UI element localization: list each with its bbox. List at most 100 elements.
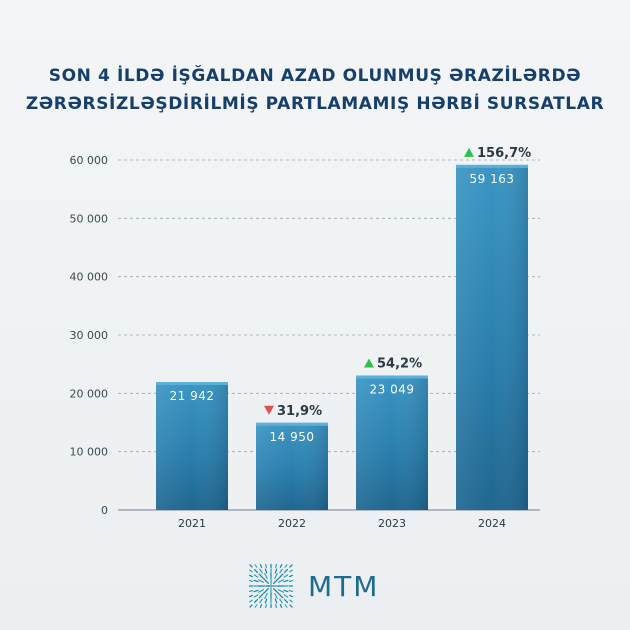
x-tick-label: 2023: [378, 517, 406, 530]
logo-stroke: [263, 588, 269, 594]
y-tick-label: 50 000: [70, 212, 109, 225]
bar-2024: [456, 164, 528, 510]
logo-stroke: [289, 599, 293, 603]
y-tick-label: 10 000: [70, 446, 109, 459]
logo-stroke: [253, 579, 259, 583]
bar-shade: [256, 422, 328, 510]
logo-stroke: [273, 578, 279, 584]
change-label: 156,7%: [477, 146, 531, 161]
value-label: 59 163: [470, 172, 515, 186]
logo-stroke: [253, 574, 259, 578]
bar-shade: [156, 382, 228, 510]
chart-title-line1: SON 4 İLDƏ İŞĞALDAN AZAD OLUNMUŞ ƏRAZİLƏ…: [48, 66, 582, 86]
logo-stroke: [289, 564, 293, 568]
arrow-up-icon: [364, 358, 374, 368]
logo-stroke: [249, 604, 253, 608]
x-tick-label: 2024: [478, 517, 506, 530]
logo-stroke: [274, 572, 278, 580]
bar-cap: [156, 382, 228, 386]
logo-stroke: [259, 564, 263, 568]
logo-stroke: [265, 563, 267, 569]
logo-stroke: [278, 593, 284, 599]
logo-stroke: [249, 574, 253, 578]
logo-stroke: [257, 579, 265, 583]
chart-title: SON 4 İLDƏ İŞĞALDAN AZAD OLUNMUŞ ƏRAZİLƏ…: [0, 62, 630, 118]
logo-stroke: [289, 594, 293, 598]
mtm-logo-icon: [248, 563, 294, 609]
logo-stroke: [279, 568, 283, 574]
logo-stroke: [263, 578, 269, 584]
x-tick-label: 2022: [278, 517, 306, 530]
logo-stroke: [264, 592, 268, 600]
logo-stroke: [249, 564, 253, 568]
logo-stroke: [259, 598, 263, 604]
logo-stroke: [279, 598, 283, 604]
logo-stroke: [283, 568, 289, 574]
logo-stroke: [277, 589, 285, 593]
x-tick-label: 2021: [178, 517, 206, 530]
logo-stroke: [283, 574, 289, 578]
arrow-up-icon: [464, 147, 474, 157]
value-label: 14 950: [270, 430, 315, 444]
logo-stroke: [273, 588, 279, 594]
bar-shade: [356, 375, 428, 510]
bar-2022: [256, 422, 328, 510]
y-tick-label: 0: [101, 504, 108, 517]
logo-stroke: [279, 604, 283, 608]
logo-stroke: [283, 598, 289, 604]
logo-stroke: [283, 589, 289, 593]
logo-stroke: [253, 568, 259, 574]
bar-cap: [256, 422, 328, 426]
bar-cap: [456, 164, 528, 168]
logo-stroke: [277, 579, 285, 583]
logo-stroke: [284, 564, 288, 568]
y-tick-label: 60 000: [70, 154, 109, 167]
logo-stroke: [248, 580, 254, 582]
logo-stroke: [259, 604, 263, 608]
logo-stroke: [274, 592, 278, 600]
mtm-logo: MTM: [246, 560, 379, 612]
logo-stroke: [289, 604, 293, 608]
logo-stroke: [254, 564, 258, 568]
logo-stroke: [249, 594, 253, 598]
logo-stroke: [253, 594, 259, 598]
logo-stroke: [274, 598, 278, 604]
logo-stroke: [288, 590, 294, 592]
logo-stroke: [258, 593, 264, 599]
change-label: 31,9%: [277, 404, 322, 419]
logo-stroke: [275, 603, 277, 609]
y-tick-label: 30 000: [70, 329, 109, 342]
arrow-down-icon: [264, 405, 274, 415]
logo-stroke: [289, 574, 293, 578]
logo-stroke: [253, 598, 259, 604]
logo-stroke: [259, 568, 263, 574]
bar-shade: [456, 164, 528, 510]
y-tick-label: 20 000: [70, 387, 109, 400]
logo-stroke: [275, 563, 277, 569]
logo-stroke: [249, 599, 253, 603]
logo-stroke: [283, 579, 289, 583]
chart-title-line2: ZƏRƏRSİZLƏŞDİRİLMİŞ PARTLAMAMIŞ HƏRBİ SU…: [25, 94, 605, 114]
logo-stroke: [258, 573, 264, 579]
logo-stroke: [288, 580, 294, 582]
logo-stroke: [279, 564, 283, 568]
logo-stroke: [257, 589, 265, 593]
logo-stroke: [249, 569, 253, 573]
logo-stroke: [264, 572, 268, 580]
logo-stroke: [254, 604, 258, 608]
value-label: 23 049: [370, 383, 415, 397]
bar-2023: [356, 375, 428, 510]
value-label: 21 942: [170, 389, 215, 403]
logo-stroke: [278, 573, 284, 579]
change-label: 54,2%: [377, 357, 422, 372]
logo-stroke: [265, 603, 267, 609]
logo-stroke: [253, 589, 259, 593]
logo-stroke: [274, 568, 278, 574]
bar-2021: [156, 382, 228, 510]
bar-cap: [356, 375, 428, 379]
logo-stroke: [264, 568, 268, 574]
mtm-logo-text: MTM: [308, 569, 380, 603]
logo-stroke: [248, 590, 254, 592]
logo-stroke: [284, 604, 288, 608]
y-tick-label: 40 000: [70, 271, 109, 284]
